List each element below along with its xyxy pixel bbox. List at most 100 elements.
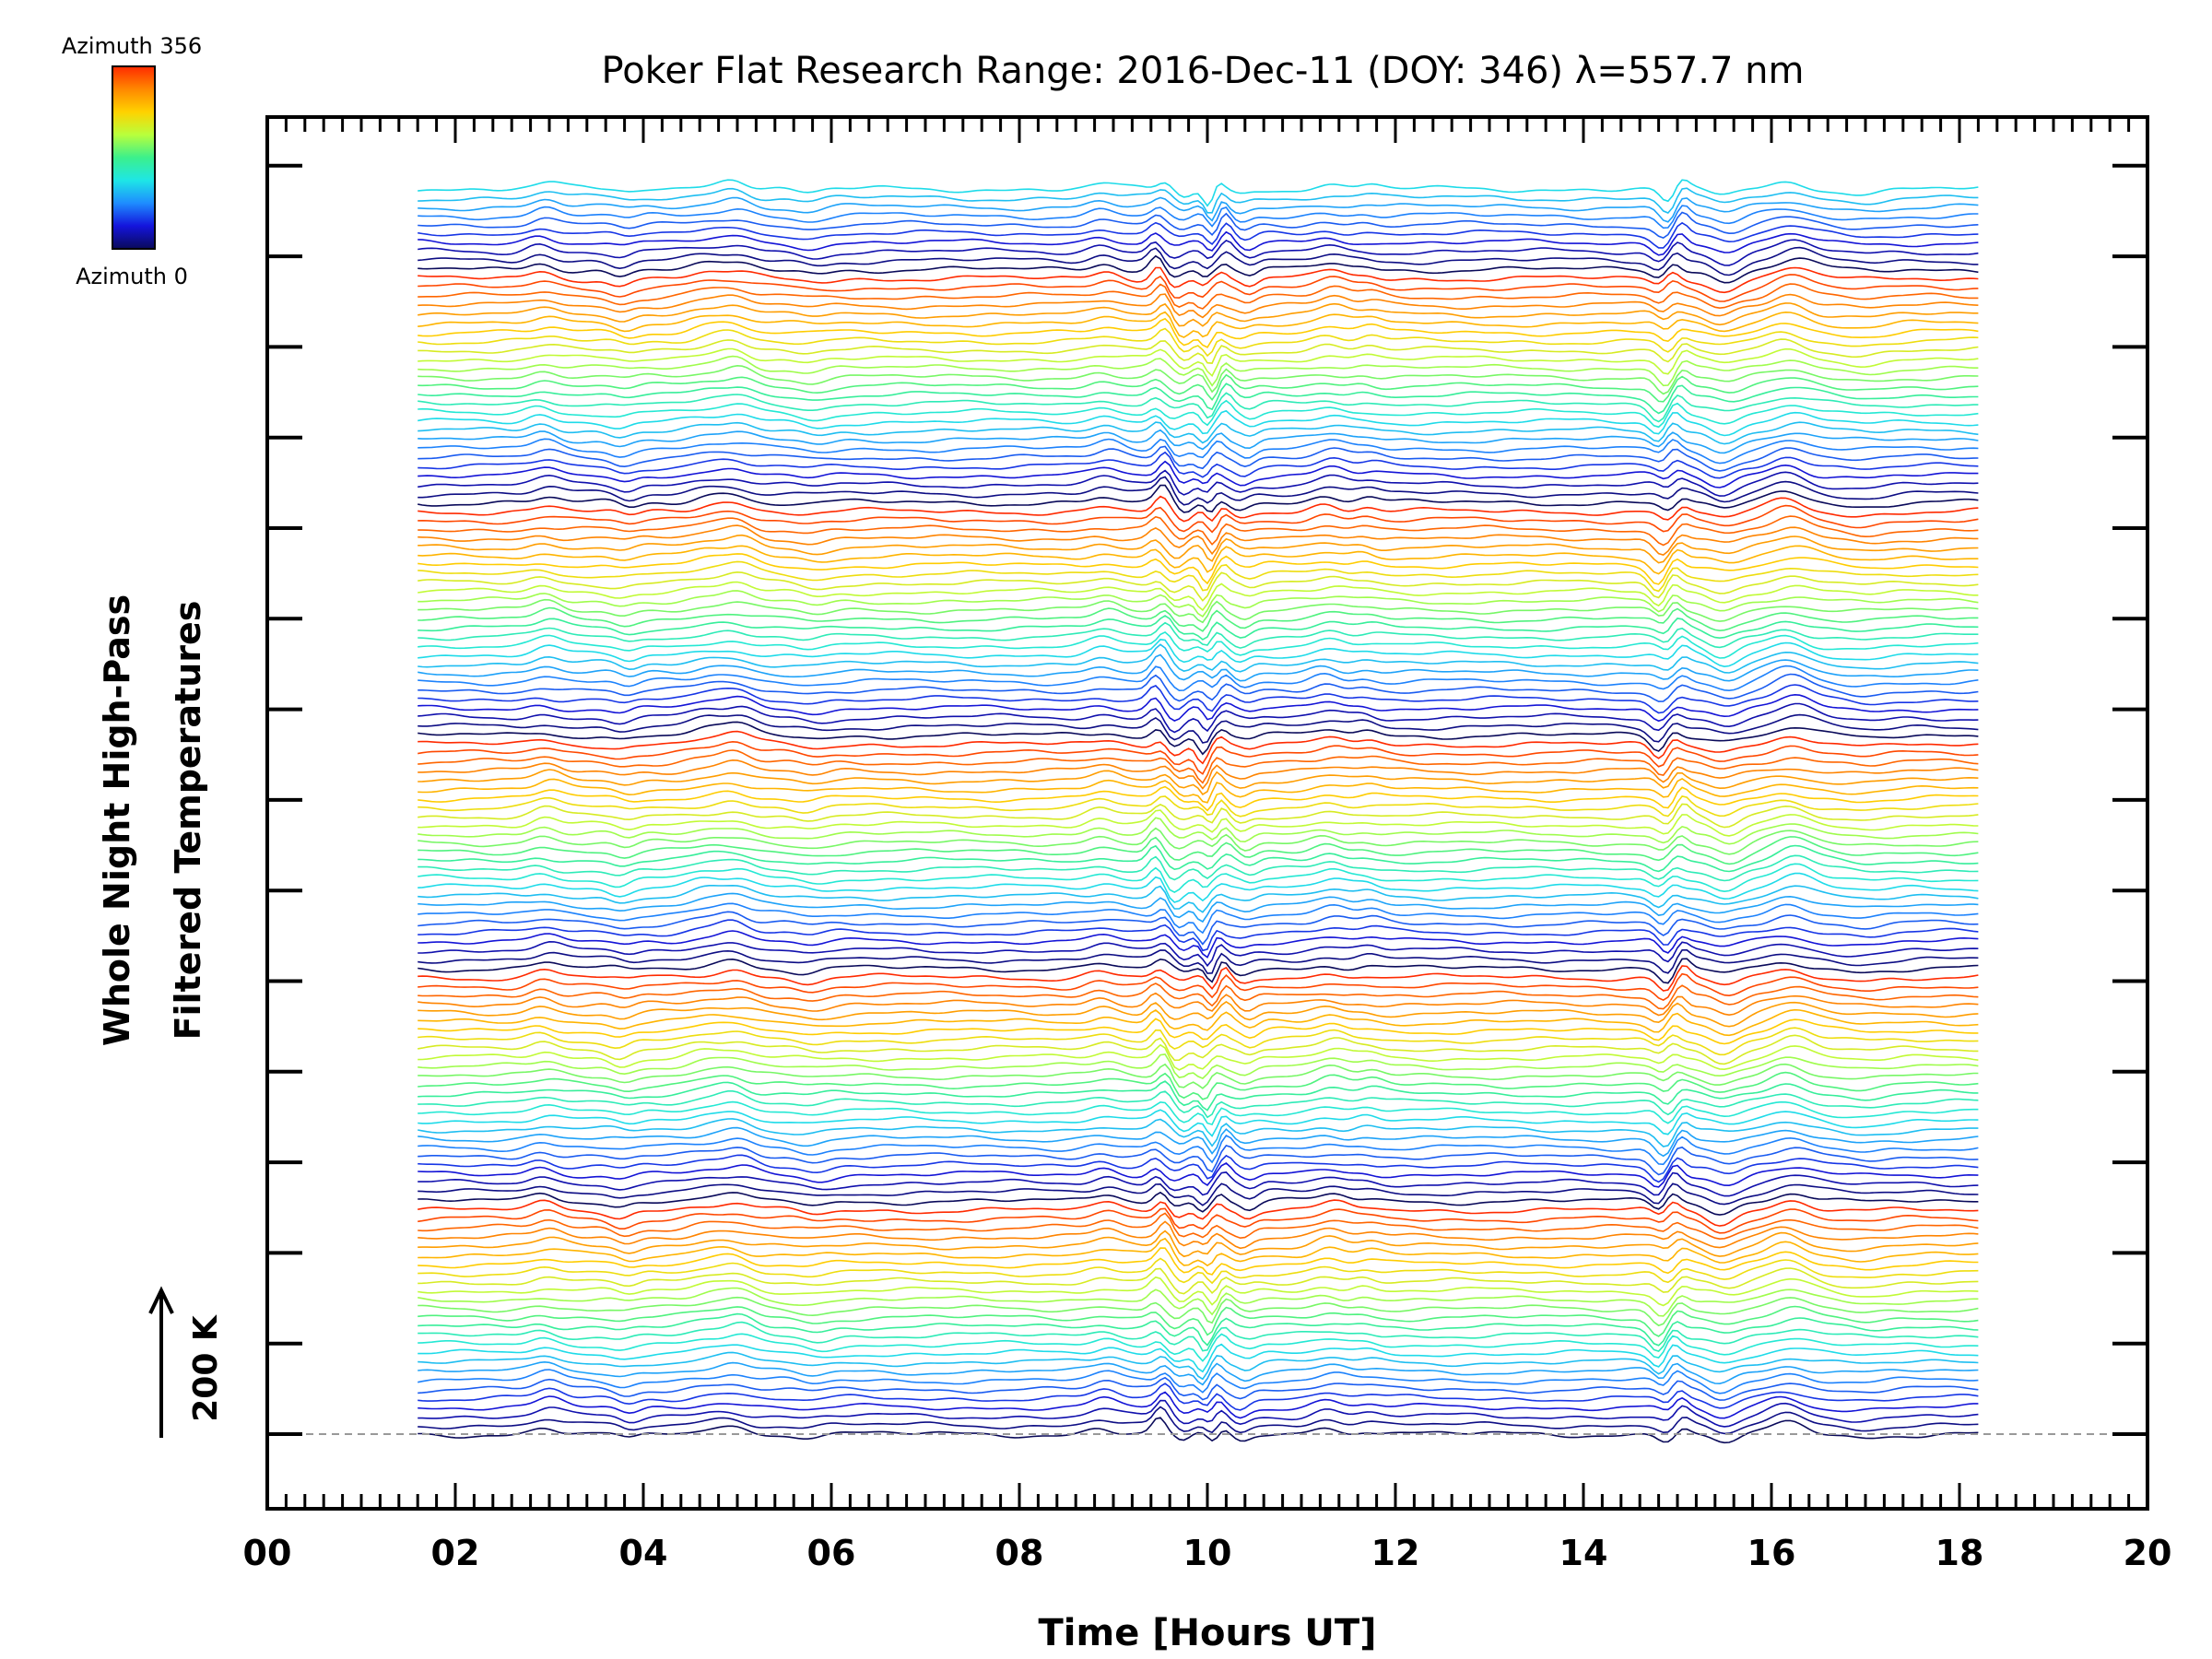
temperature-trace	[418, 1287, 1979, 1317]
temperature-trace	[418, 1351, 1979, 1381]
temperature-trace	[418, 785, 1979, 812]
temperature-trace	[418, 713, 1979, 744]
x-tick-label: 08	[995, 1533, 1044, 1573]
temperature-trace	[418, 445, 1979, 472]
temperature-trace	[418, 504, 1979, 534]
azimuth-colorbar	[112, 65, 156, 250]
chart-title: Poker Flat Research Range: 2016-Dec-11 (…	[602, 50, 1805, 92]
temperature-trace	[418, 892, 1979, 924]
temperature-trace	[418, 740, 1979, 775]
temperature-trace	[418, 187, 1979, 214]
temperature-trace	[418, 266, 1979, 294]
temperature-trace	[418, 940, 1979, 968]
temperature-trace	[418, 1018, 1979, 1045]
x-tick-label: 18	[1936, 1533, 1984, 1573]
temperature-trace	[418, 809, 1979, 837]
temperature-trace	[418, 684, 1979, 714]
temperature-trace	[418, 1212, 1979, 1241]
temperature-trace	[418, 364, 1979, 395]
temperature-trace	[418, 1333, 1979, 1362]
x-tick-label: 12	[1371, 1533, 1420, 1573]
temperature-trace	[418, 1144, 1979, 1176]
temperature-trace	[418, 293, 1979, 319]
temperature-trace	[418, 590, 1979, 618]
colorbar-bottom-label: Azimuth 0	[76, 264, 188, 289]
temperature-trace	[418, 581, 1979, 612]
temperature-trace	[418, 1118, 1979, 1147]
temperature-trace	[418, 749, 1979, 784]
temperature-trace	[418, 421, 1979, 445]
temperature-trace	[418, 392, 1979, 423]
temperature-trace	[418, 1267, 1979, 1295]
temperature-trace	[418, 982, 1979, 1010]
temperature-trace	[418, 992, 1979, 1017]
temperature-trace	[418, 1207, 1979, 1234]
temperature-trace	[418, 1376, 1979, 1401]
plot-frame	[265, 115, 2149, 1511]
temperature-trace	[418, 545, 1979, 575]
temperature-trace	[418, 1171, 1979, 1197]
temperature-trace	[418, 1126, 1979, 1158]
x-tick-label: 02	[431, 1533, 480, 1573]
temperature-trace	[418, 460, 1979, 488]
temperature-trace	[418, 338, 1979, 364]
temperature-trace	[418, 759, 1979, 790]
temperature-trace	[418, 643, 1979, 674]
temperature-trace	[418, 1154, 1979, 1183]
temperature-trace	[418, 948, 1979, 974]
temperature-trace	[418, 730, 1979, 765]
temperature-trace	[418, 1063, 1979, 1089]
temperature-trace	[418, 872, 1979, 903]
temperature-trace	[418, 1369, 1979, 1394]
temperature-trace	[418, 1399, 1979, 1428]
temperature-trace	[418, 283, 1979, 310]
temperature-trace	[418, 1001, 1979, 1028]
temperature-trace	[418, 1191, 1979, 1216]
temperature-trace	[418, 795, 1979, 818]
temperature-trace	[418, 205, 1979, 229]
temperature-trace	[418, 1162, 1979, 1188]
temperature-trace	[418, 1090, 1979, 1119]
colorbar-top-label: Azimuth 356	[62, 33, 202, 59]
temperature-trace	[418, 438, 1979, 465]
scale-bar-label: 200 K	[187, 1314, 225, 1422]
temperature-trace	[418, 827, 1979, 855]
temperature-trace	[418, 1220, 1979, 1250]
temperature-trace	[418, 639, 1979, 668]
temperature-trace	[418, 1199, 1979, 1227]
temperature-trace	[418, 1080, 1979, 1112]
temperature-trace	[418, 606, 1979, 632]
temperature-trace	[418, 524, 1979, 556]
temperature-trace	[418, 1034, 1979, 1065]
temperature-trace	[418, 373, 1979, 403]
temperature-trace	[418, 836, 1979, 865]
temperature-trace	[418, 246, 1979, 276]
temperature-trace	[418, 1182, 1979, 1206]
temperature-trace	[418, 1296, 1979, 1327]
temperature-trace	[418, 1343, 1979, 1373]
temperature-trace	[418, 673, 1979, 702]
temperature-trace	[418, 1071, 1979, 1100]
temperature-trace	[418, 317, 1979, 348]
temperature-trace	[418, 1391, 1979, 1419]
temperature-trace	[418, 621, 1979, 649]
temperature-trace	[418, 817, 1979, 845]
temperature-trace	[418, 777, 1979, 804]
temperature-trace	[418, 1008, 1979, 1037]
temperature-trace	[418, 1312, 1979, 1347]
temperature-trace	[418, 884, 1979, 913]
temperature-trace	[418, 965, 1979, 992]
temperature-trace	[418, 476, 1979, 506]
temperature-trace	[418, 854, 1979, 882]
temperature-trace	[418, 211, 1979, 239]
temperature-trace	[418, 721, 1979, 756]
temperature-trace	[418, 1276, 1979, 1307]
temperature-trace	[418, 702, 1979, 734]
temperature-trace	[418, 919, 1979, 952]
temperature-trace	[418, 409, 1979, 437]
temperature-trace	[418, 534, 1979, 564]
temperature-trace	[418, 1027, 1979, 1056]
x-tick-label: 16	[1747, 1533, 1796, 1573]
x-tick-label: 04	[619, 1533, 668, 1573]
temperature-trace	[418, 911, 1979, 946]
